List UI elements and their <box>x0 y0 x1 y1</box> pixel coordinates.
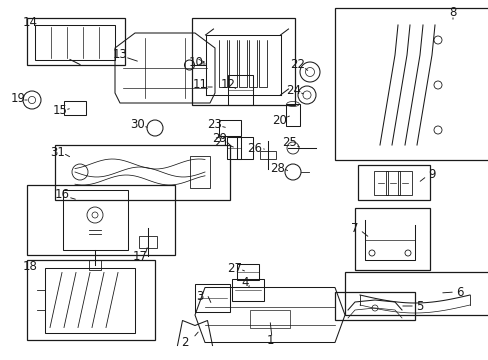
Text: 15: 15 <box>52 104 67 117</box>
Bar <box>385 171 399 195</box>
Bar <box>237 264 259 280</box>
Bar <box>89 260 101 270</box>
Bar <box>226 137 241 159</box>
Bar <box>62 190 127 250</box>
Text: 20: 20 <box>272 113 287 126</box>
Bar <box>45 267 135 333</box>
Text: 28: 28 <box>270 162 285 175</box>
Text: 1: 1 <box>265 333 273 346</box>
Text: 14: 14 <box>22 15 38 28</box>
Text: 21: 21 <box>214 136 229 149</box>
Bar <box>27 18 125 65</box>
Text: 23: 23 <box>207 118 222 131</box>
Text: 12: 12 <box>220 77 235 90</box>
Text: 10: 10 <box>188 55 203 68</box>
Text: 5: 5 <box>415 300 423 312</box>
Bar <box>354 208 429 270</box>
Text: 13: 13 <box>112 49 127 62</box>
Text: 3: 3 <box>196 289 203 302</box>
Bar <box>357 165 429 200</box>
Text: 22: 22 <box>290 58 305 72</box>
Text: 31: 31 <box>50 145 65 158</box>
Bar <box>27 260 155 340</box>
Bar <box>260 151 275 159</box>
Bar <box>55 145 229 200</box>
Bar <box>27 185 175 255</box>
Bar <box>227 75 252 105</box>
Text: 18: 18 <box>22 260 38 273</box>
Text: 30: 30 <box>130 118 145 131</box>
Bar <box>231 279 264 301</box>
Text: 8: 8 <box>448 5 456 18</box>
Text: 24: 24 <box>286 84 301 96</box>
Text: 6: 6 <box>455 285 463 298</box>
Bar <box>334 8 488 160</box>
Text: 2: 2 <box>181 336 188 348</box>
Bar <box>397 171 411 195</box>
Text: 25: 25 <box>282 136 297 149</box>
Text: 26: 26 <box>247 141 262 154</box>
Bar <box>219 120 241 136</box>
Bar <box>194 284 229 312</box>
Text: 29: 29 <box>212 131 227 144</box>
Bar <box>35 24 115 59</box>
Bar <box>237 137 252 159</box>
Text: 11: 11 <box>192 78 207 91</box>
Text: 17: 17 <box>132 249 147 262</box>
Bar <box>139 236 157 248</box>
Bar <box>190 156 209 188</box>
Text: 27: 27 <box>227 261 242 274</box>
Bar <box>249 310 289 328</box>
Bar <box>192 18 294 105</box>
Bar <box>285 104 299 126</box>
Bar <box>64 101 86 115</box>
Text: 4: 4 <box>241 275 248 288</box>
Text: 7: 7 <box>350 221 358 234</box>
Text: 16: 16 <box>54 189 69 202</box>
Bar <box>345 272 488 315</box>
Bar <box>334 292 414 320</box>
Text: 9: 9 <box>427 167 435 180</box>
Text: 19: 19 <box>10 91 25 104</box>
Bar <box>373 171 387 195</box>
